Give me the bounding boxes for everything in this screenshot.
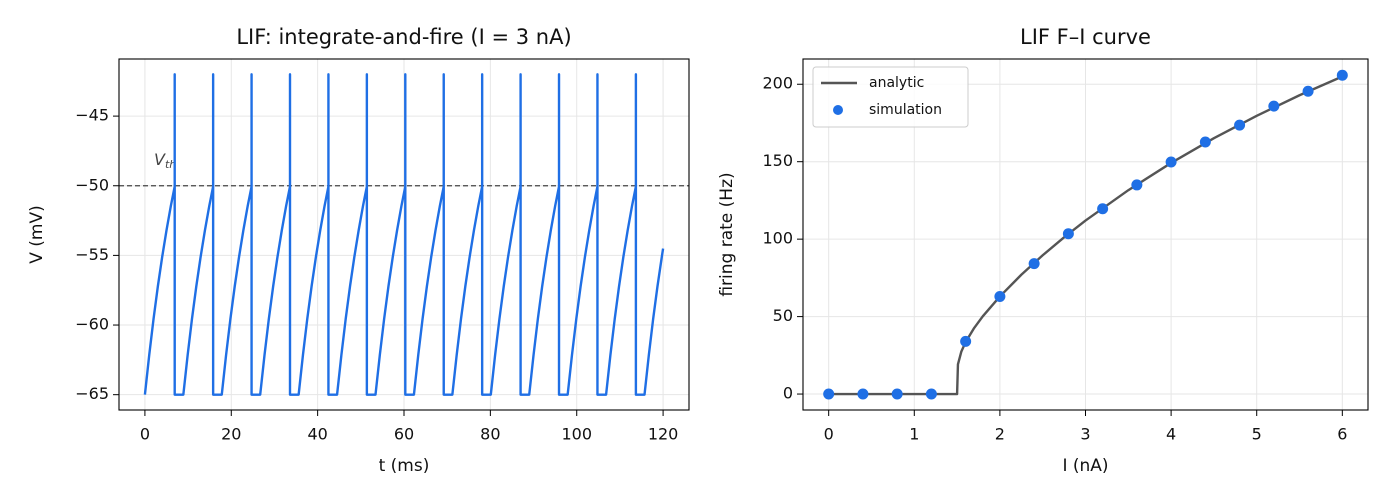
- plot-frame: [118, 58, 690, 411]
- x-tick-label: 6: [1337, 425, 1347, 444]
- x-axis-label: t (ms): [379, 456, 430, 476]
- data-line: [143, 73, 665, 396]
- chart-title: LIF: integrate-and-fire (I = 3 nA): [236, 25, 571, 49]
- threshold-label: Vth: [154, 149, 176, 171]
- data-point: [1028, 258, 1040, 270]
- y-tick-label: 50: [773, 306, 793, 325]
- y-axis-label: firing rate (Hz): [717, 172, 737, 296]
- x-tick-label: 1: [909, 425, 919, 444]
- data-point: [1336, 69, 1348, 81]
- data-point: [1199, 136, 1211, 148]
- data-point: [1268, 100, 1280, 112]
- legend-label: analytic: [869, 75, 924, 91]
- x-tick-label: 120: [648, 425, 679, 444]
- legend-label: simulation: [869, 102, 942, 118]
- chart-title: LIF F–I curve: [1020, 25, 1151, 49]
- y-tick-label: −65: [75, 384, 109, 403]
- legend-swatch: [833, 105, 843, 115]
- data-point: [1062, 228, 1074, 240]
- y-tick-label: −50: [75, 175, 109, 194]
- x-tick-label: 100: [561, 425, 592, 444]
- data-point: [857, 388, 869, 400]
- x-tick-label: 40: [307, 425, 327, 444]
- y-tick-label: 200: [762, 74, 793, 93]
- y-tick-label: 0: [783, 384, 793, 403]
- data-point: [823, 388, 835, 400]
- data-point: [994, 290, 1006, 302]
- threshold-label-sub: th: [165, 158, 176, 171]
- y-axis-label: V (mV): [27, 205, 47, 264]
- x-tick-label: 0: [824, 425, 834, 444]
- x-tick-label: 0: [140, 425, 150, 444]
- y-tick-label: 100: [762, 229, 793, 248]
- x-tick-label: 4: [1166, 425, 1176, 444]
- data-point: [960, 335, 972, 347]
- x-tick-label: 80: [480, 425, 500, 444]
- threshold-label-main: V: [154, 149, 166, 168]
- y-tick-label: −55: [75, 245, 109, 264]
- x-tick-label: 2: [995, 425, 1005, 444]
- plot-frame: [802, 58, 1369, 411]
- y-tick-label: 150: [762, 151, 793, 170]
- data-point: [1131, 179, 1143, 191]
- data-point: [1097, 203, 1109, 215]
- data-point: [1234, 119, 1246, 131]
- x-tick-label: 3: [1080, 425, 1090, 444]
- x-tick-label: 20: [221, 425, 241, 444]
- data-point: [925, 388, 937, 400]
- x-tick-label: 5: [1252, 425, 1262, 444]
- data-point: [1302, 85, 1314, 97]
- y-tick-label: −60: [75, 315, 109, 334]
- data-point: [1165, 156, 1177, 168]
- x-tick-label: 60: [394, 425, 414, 444]
- data-point: [891, 388, 903, 400]
- x-axis-label: I (nA): [1062, 456, 1108, 476]
- y-tick-label: −45: [75, 106, 109, 125]
